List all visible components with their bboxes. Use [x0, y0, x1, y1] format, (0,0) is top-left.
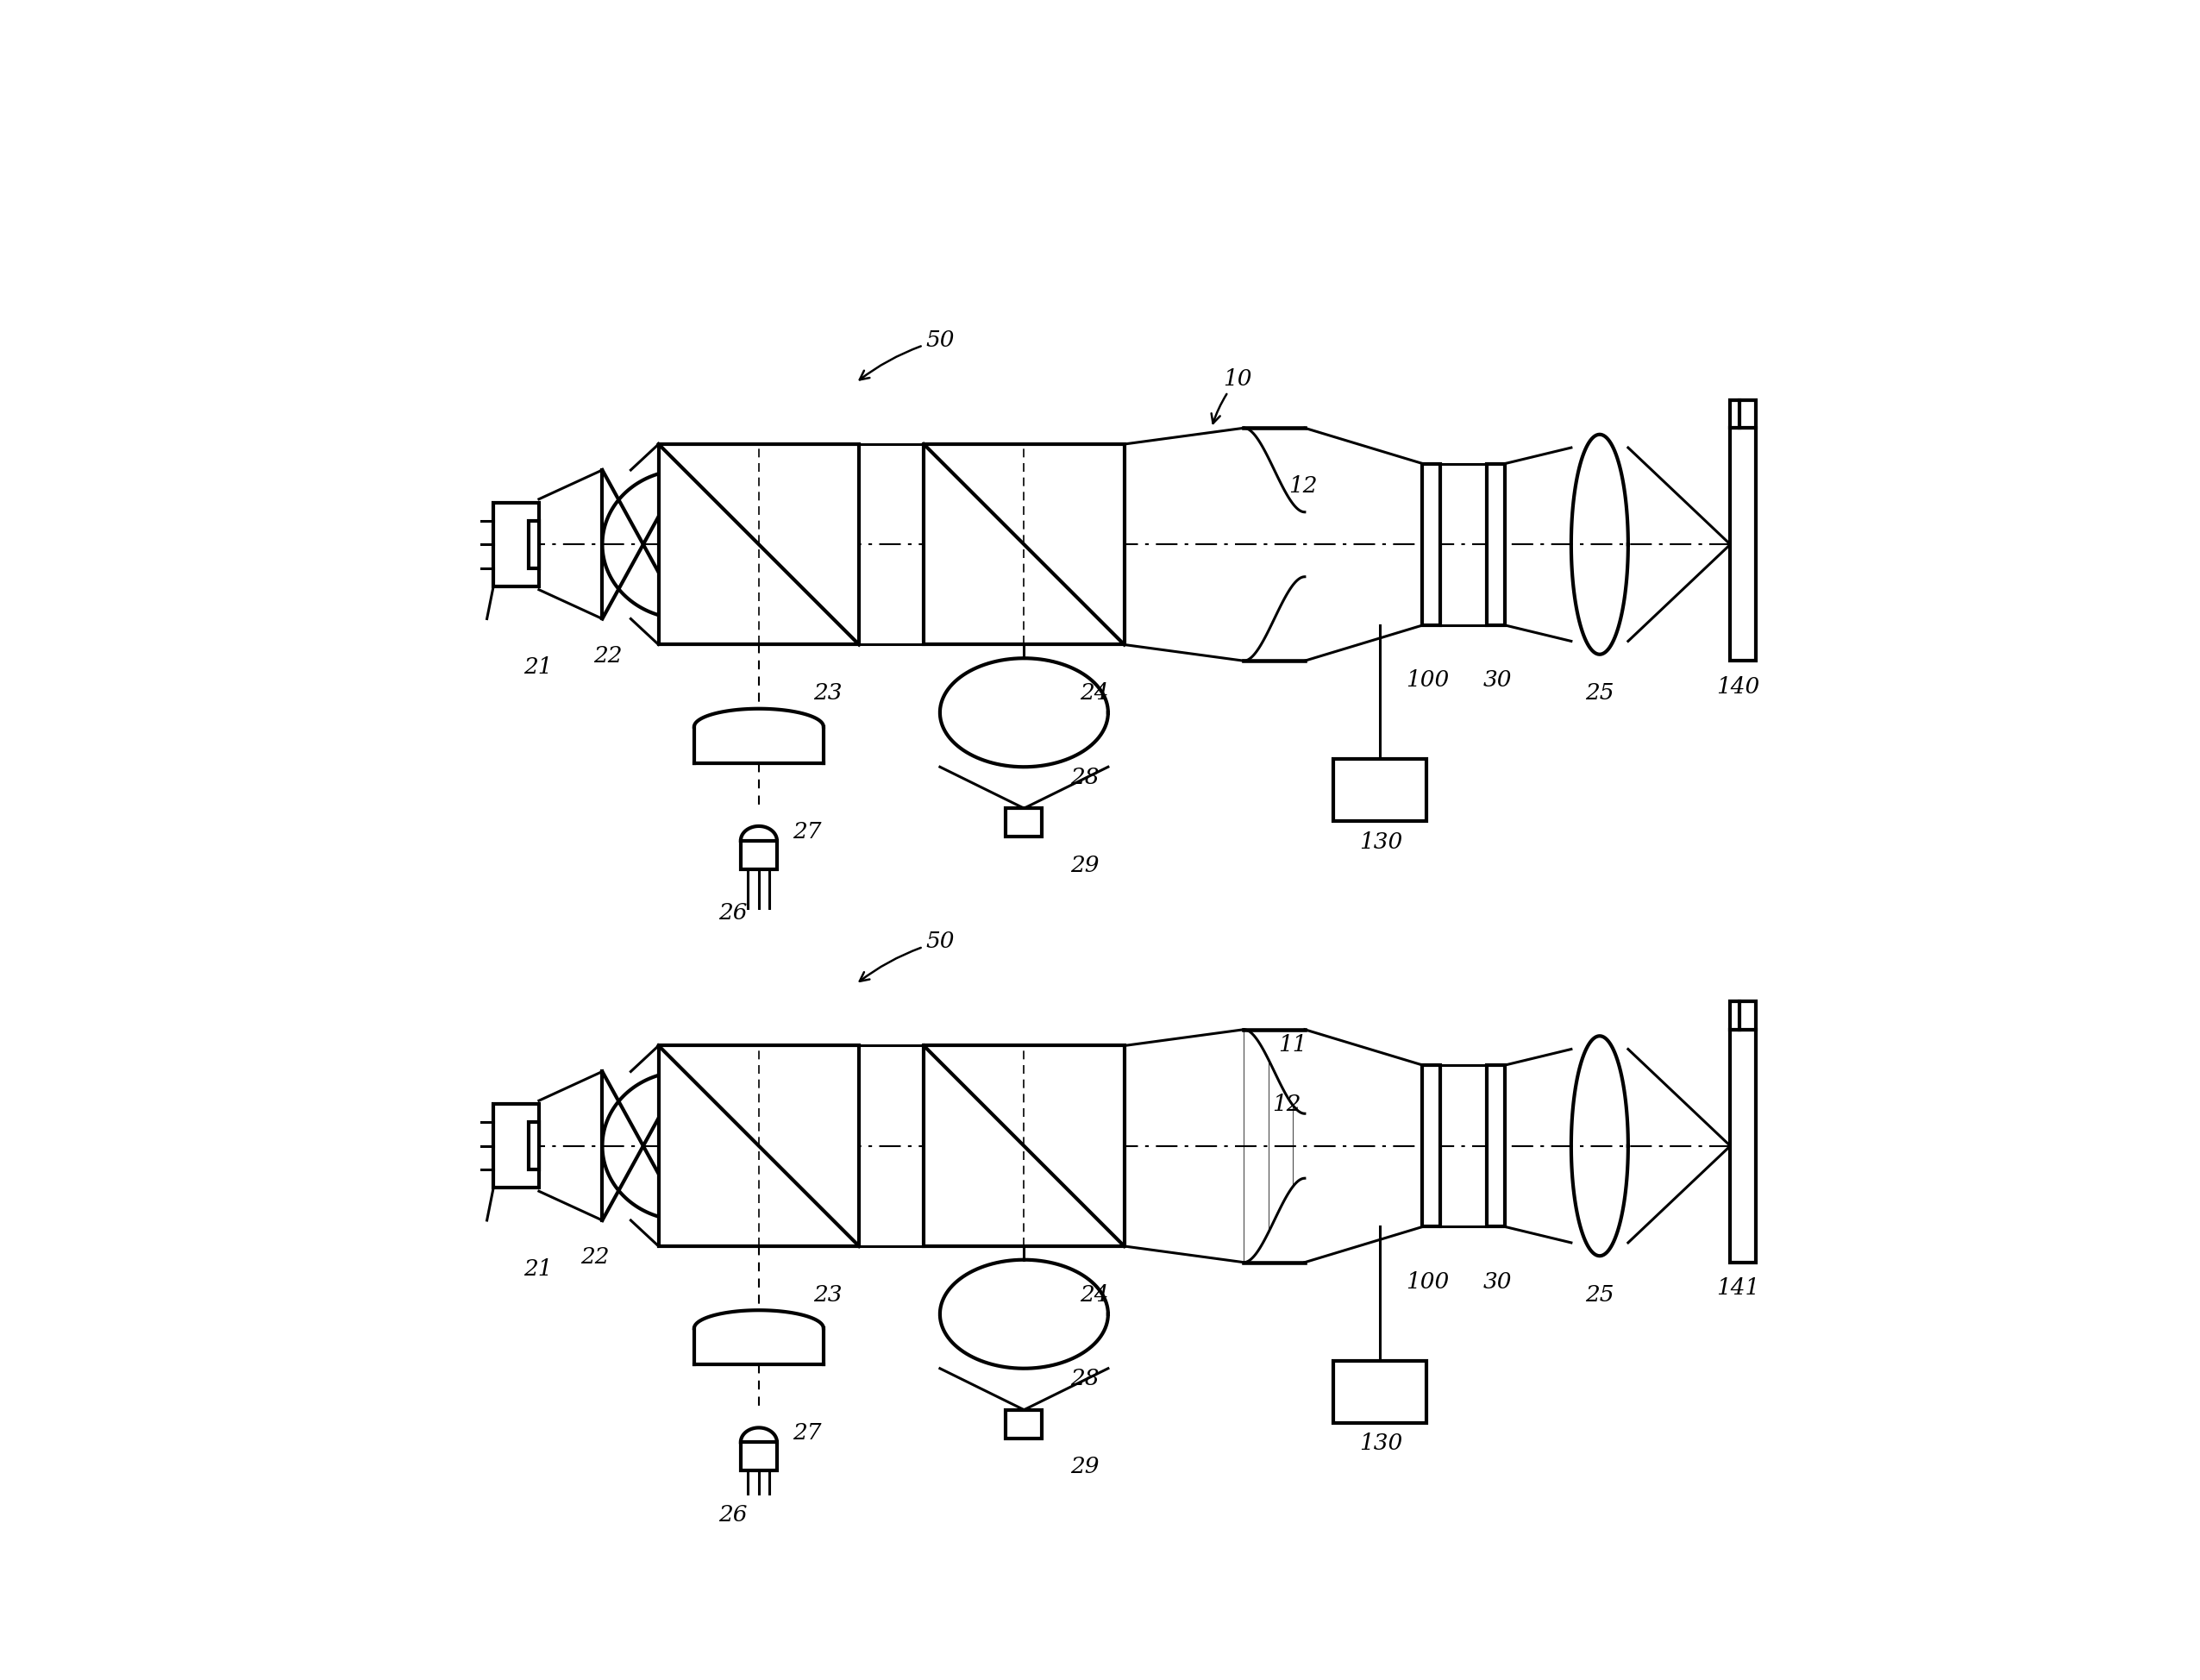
Bar — [1423, 464, 1441, 625]
Text: 23: 23 — [814, 682, 843, 704]
Text: 130: 130 — [1360, 832, 1404, 853]
Text: 10: 10 — [1212, 368, 1252, 423]
Bar — [493, 502, 539, 586]
Bar — [1333, 759, 1426, 822]
Text: 29: 29 — [1071, 855, 1100, 875]
Text: 12: 12 — [1289, 475, 1318, 497]
Bar — [1731, 400, 1756, 428]
Text: 11: 11 — [1278, 1035, 1307, 1055]
Bar — [924, 1045, 1124, 1247]
Text: 27: 27 — [792, 1423, 821, 1443]
Text: 100: 100 — [1406, 669, 1450, 690]
Bar — [658, 1045, 858, 1247]
Text: 28: 28 — [1071, 1368, 1100, 1389]
Text: 28: 28 — [1071, 766, 1100, 788]
Text: 30: 30 — [1483, 1272, 1511, 1292]
Text: 24: 24 — [1080, 682, 1109, 704]
Text: 130: 130 — [1360, 1433, 1404, 1455]
Text: 25: 25 — [1586, 1284, 1615, 1305]
Text: 25: 25 — [1586, 682, 1615, 704]
Bar — [741, 1441, 777, 1470]
Bar — [1005, 1410, 1043, 1438]
Text: 27: 27 — [792, 822, 821, 842]
Bar — [741, 840, 777, 869]
Text: 140: 140 — [1716, 675, 1760, 697]
Bar — [493, 1104, 539, 1188]
Text: 24: 24 — [1080, 1284, 1109, 1305]
Bar — [528, 521, 539, 568]
Text: 100: 100 — [1406, 1272, 1450, 1292]
Text: 21: 21 — [524, 657, 552, 679]
Bar — [1731, 428, 1756, 660]
Text: 26: 26 — [719, 902, 748, 924]
Text: 22: 22 — [594, 645, 623, 667]
Text: 23: 23 — [814, 1284, 843, 1305]
Text: 22: 22 — [581, 1247, 609, 1268]
Bar — [1731, 1001, 1756, 1030]
Bar — [528, 1122, 539, 1169]
Bar — [1487, 464, 1505, 625]
Text: 50: 50 — [860, 329, 955, 380]
Text: 141: 141 — [1716, 1277, 1760, 1299]
Bar — [1423, 1065, 1441, 1226]
Bar — [1005, 808, 1043, 837]
Text: 30: 30 — [1483, 669, 1511, 690]
Bar — [1487, 1065, 1505, 1226]
Bar — [1333, 1361, 1426, 1423]
Text: 29: 29 — [1071, 1457, 1100, 1477]
Text: 21: 21 — [524, 1258, 552, 1280]
Text: 26: 26 — [719, 1504, 748, 1525]
Bar — [1731, 1030, 1756, 1262]
Text: 12: 12 — [1272, 1094, 1300, 1116]
Text: 50: 50 — [860, 931, 955, 981]
Bar — [924, 444, 1124, 645]
Bar — [658, 444, 858, 645]
